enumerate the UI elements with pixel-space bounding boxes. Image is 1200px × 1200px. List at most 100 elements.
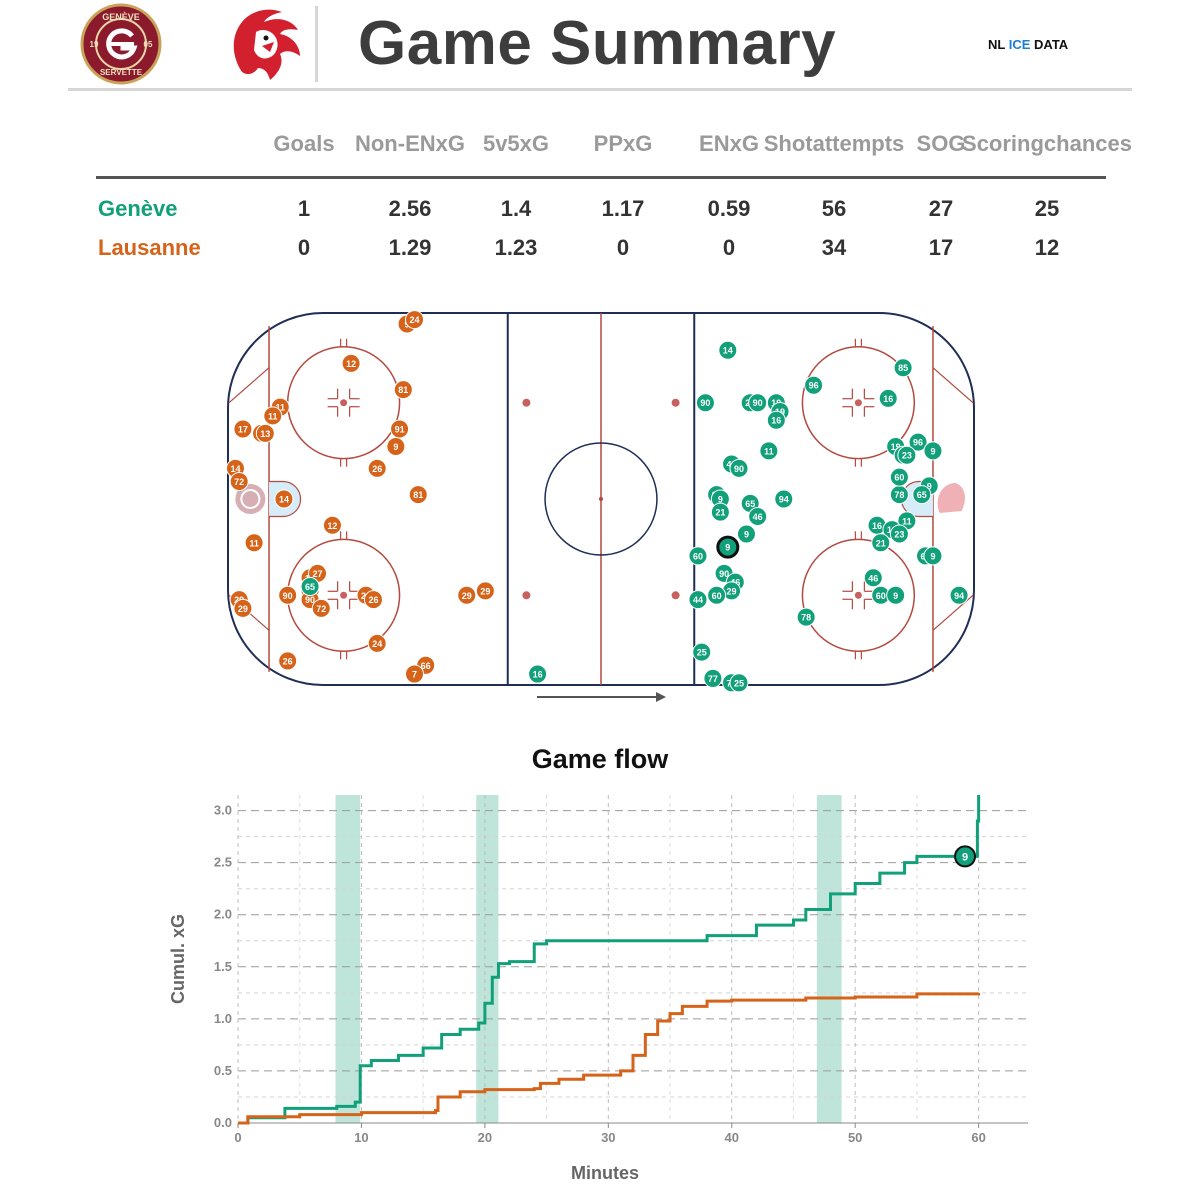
geneve-shot-number: 16	[872, 521, 882, 531]
brand-ice: ICE	[1008, 37, 1031, 52]
lausanne-shot: 11	[244, 533, 264, 553]
lausanne-shot-number: 27	[313, 569, 323, 579]
geneve-shot: 96	[908, 432, 928, 452]
geneve-shot-marker	[688, 546, 708, 566]
stat-value: 12	[1034, 234, 1060, 260]
geneve-shot: 9	[736, 524, 756, 544]
geneve-shot-number: 9	[927, 481, 932, 491]
geneve-shot: 90	[748, 393, 768, 413]
geneve-shot: 65	[912, 485, 932, 505]
stats-header-row: Goals Non-EN xG 5v5 xG PP xG EN xG Shot attempts SO…	[96, 112, 1132, 179]
geneve-shot: 21	[710, 502, 730, 522]
home-end-logo	[235, 484, 266, 514]
faceoff-dot	[340, 399, 348, 407]
rink-shot-map: 9241281111117931391926147281141211121727…	[158, 305, 980, 705]
lausanne-shot: 90	[278, 585, 298, 605]
team-name: Lausanne	[98, 234, 201, 260]
lausanne-shot-number: 9	[393, 442, 398, 452]
geneve-shot-marker	[863, 568, 883, 588]
center-dot	[599, 497, 603, 501]
column-header: PP xG	[593, 131, 653, 156]
lausanne-shot-number: 72	[234, 477, 244, 487]
geneve-shot: 14	[718, 340, 738, 360]
geneve-shot-marker	[707, 585, 727, 605]
geneve-shot: 11	[759, 441, 779, 461]
geneve-shot-marker	[528, 664, 548, 684]
geneve-shot-number: 25	[734, 678, 744, 688]
lausanne-shot-number: 11	[268, 411, 278, 421]
stat-value: 0	[616, 234, 630, 260]
faceoff-circle	[801, 538, 916, 652]
faceoff-circle	[801, 346, 916, 460]
geneve-shot-number: 65	[305, 582, 315, 592]
lausanne-shot-number: 24	[409, 315, 419, 325]
chart-goal-marker: 9	[954, 845, 977, 868]
geneve-shot-marker	[889, 467, 909, 487]
away-end-logo	[937, 483, 965, 513]
stat-value: 34	[821, 234, 847, 260]
geneve-shot: 60	[688, 546, 708, 566]
lausanne-shot-number: 13	[260, 429, 270, 439]
geneve-shot-number: 19	[891, 442, 901, 452]
trapezoid-line	[932, 367, 974, 404]
y-tick-label: 1.5	[214, 959, 232, 974]
geneve-shot-number: 16	[533, 670, 543, 680]
lausanne-shot: 14	[274, 489, 294, 509]
geneve-shot-marker	[692, 642, 712, 662]
geneve-shot: 16	[878, 388, 898, 408]
y-tick-label: 0.5	[214, 1063, 232, 1078]
stat-value: 25	[1034, 195, 1060, 221]
header: GENÈVE SERVETTE 19 05 Game Summary NL IC…	[68, 0, 1132, 91]
geneve-shot-number: 11	[764, 446, 774, 456]
stat-value: 1.4	[500, 195, 532, 221]
goal-shot: 9	[716, 535, 740, 559]
lausanne-shot-number: 17	[238, 424, 248, 434]
geneve-shot-marker	[912, 485, 932, 505]
lausanne-shot-number: 14	[279, 495, 289, 505]
geneve-shot: 60	[889, 467, 909, 487]
geneve-shot-number: 85	[898, 363, 908, 373]
lausanne-shot: 26	[363, 590, 383, 610]
geneve-shot-number: 65	[917, 490, 927, 500]
faceoff-dot	[854, 399, 862, 407]
faceoff-dot	[671, 398, 680, 407]
geneve-shot-number: 78	[801, 613, 811, 623]
geneve-shot: 85	[893, 358, 913, 378]
geneve-shot-number: 90	[753, 398, 763, 408]
geneve-shot-number: 16	[771, 416, 781, 426]
y-tick-label: 3.0	[214, 803, 232, 818]
geneve-shot-number: 14	[723, 346, 733, 356]
faceoff-dot	[854, 591, 862, 599]
geneve-shot-marker	[886, 585, 906, 605]
geneve-shot-number: 90	[700, 398, 710, 408]
geneve-shot: 9	[923, 546, 943, 566]
geneve-shot: 9	[923, 441, 943, 461]
geneve-shot: 23	[889, 524, 909, 544]
lausanne-shot-marker	[274, 489, 294, 509]
lausanne-shot-marker	[244, 533, 264, 553]
geneve-shot: 44	[688, 590, 708, 610]
stat-value: 2.56	[388, 195, 432, 221]
x-tick-label: 40	[725, 1130, 739, 1145]
geneve-shot-number: 9	[930, 446, 935, 456]
y-axis-label: Cumul. xG	[168, 914, 188, 1004]
svg-text:SERVETTE: SERVETTE	[100, 68, 143, 77]
lausanne-shot: 29	[233, 598, 253, 618]
faceoff-dot	[340, 591, 348, 599]
geneve-shot-number: 23	[894, 530, 904, 540]
lausanne-shot-number: 90	[305, 595, 315, 605]
stat-value: 0	[297, 234, 311, 260]
geneve-shot-marker	[804, 375, 824, 395]
geneve-shot-marker	[729, 673, 749, 693]
geneve-shot-number: 16	[883, 394, 893, 404]
geneve-shot-marker	[796, 607, 816, 627]
stat-value: 27	[928, 195, 954, 221]
lausanne-shot-marker	[311, 598, 331, 618]
geneve-shot: 25	[729, 673, 749, 693]
geneve-shot-number: 90	[719, 569, 729, 579]
geneve-shot-number: 60	[894, 473, 904, 483]
lausanne-shot-marker	[278, 651, 298, 671]
lausanne-shot: 26	[278, 651, 298, 671]
powerplay-band	[335, 795, 361, 1123]
geneve-shot-number: 94	[954, 591, 964, 601]
